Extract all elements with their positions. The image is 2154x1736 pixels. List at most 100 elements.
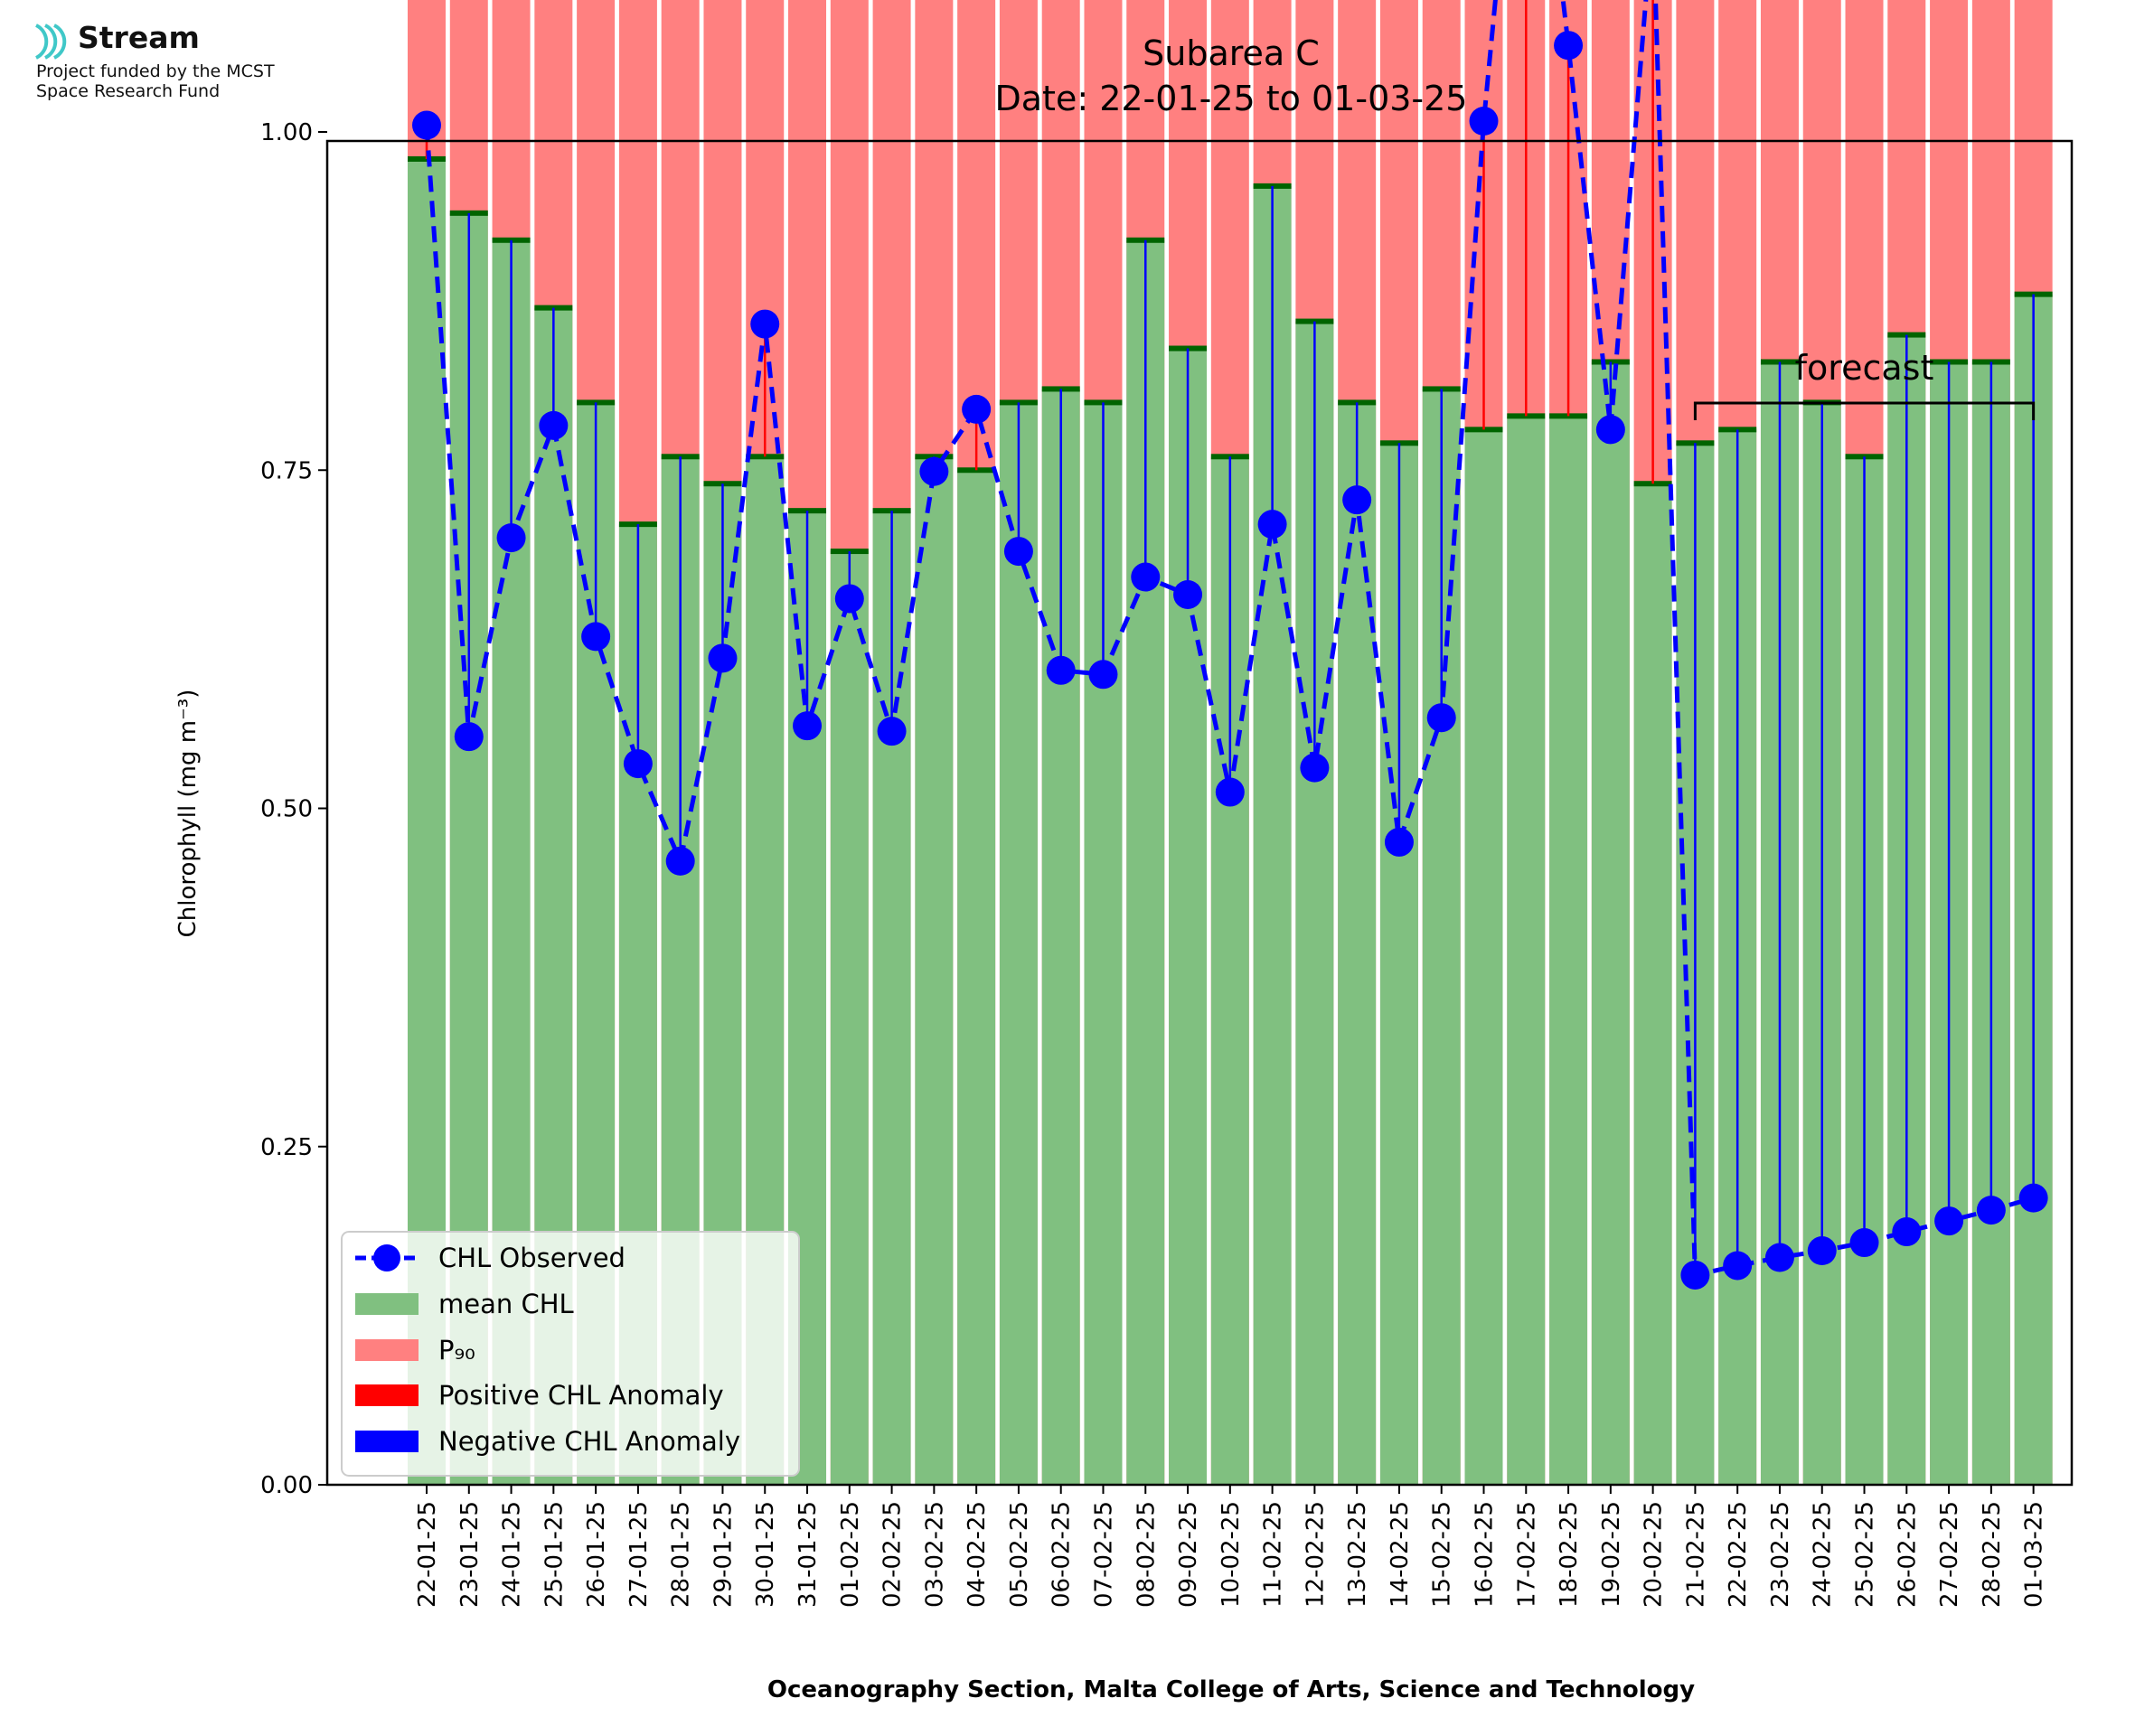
mean-chl-bar bbox=[1549, 416, 1588, 1485]
x-tick-label: 14-02-25 bbox=[1387, 1501, 1414, 1608]
x-tick-label: 06-02-25 bbox=[1049, 1501, 1076, 1608]
chl-observed-point bbox=[539, 410, 569, 440]
x-tick-label: 08-02-25 bbox=[1133, 1501, 1160, 1608]
axes-layer: 0.000.250.500.751.001.251.501.7522-01-25… bbox=[260, 119, 2048, 1608]
chl-observed-point bbox=[919, 456, 949, 486]
plot-frame bbox=[325, 139, 2074, 1487]
chart-title: Subarea C bbox=[1143, 33, 1320, 73]
chl-observed-point bbox=[708, 643, 738, 673]
mean-chl-bar bbox=[957, 470, 996, 1485]
legend-label: P₉₀ bbox=[438, 1335, 475, 1365]
y-tick-label: 0.25 bbox=[260, 1134, 313, 1161]
x-tick-label: 02-02-25 bbox=[879, 1501, 907, 1608]
chl-observed-point bbox=[1849, 1228, 1879, 1258]
x-tick-label: 21-02-25 bbox=[1682, 1501, 1709, 1608]
chl-observed-point bbox=[1046, 655, 1076, 685]
y-tick-label: 0.75 bbox=[260, 457, 313, 484]
chl-observed-point bbox=[834, 584, 864, 614]
y-tick-label: 0.50 bbox=[260, 796, 313, 823]
chl-observed-point bbox=[1173, 579, 1203, 609]
chl-observed-point bbox=[1723, 1251, 1753, 1281]
x-tick-label: 05-02-25 bbox=[1006, 1501, 1033, 1608]
chart-subtitle: Date: 22-01-25 to 01-03-25 bbox=[995, 79, 1468, 118]
legend-label: CHL Observed bbox=[438, 1243, 626, 1273]
stream-logo-icon bbox=[35, 23, 67, 60]
legend: CHL Observed mean CHL P₉₀ Positive CHL Anom… bbox=[341, 1231, 800, 1477]
x-tick-label: 23-02-25 bbox=[1767, 1501, 1794, 1608]
x-tick-label: 16-02-25 bbox=[1472, 1501, 1499, 1608]
chl-observed-point bbox=[1342, 485, 1372, 515]
x-tick-label: 19-02-25 bbox=[1598, 1501, 1625, 1608]
x-tick-label: 15-02-25 bbox=[1429, 1501, 1456, 1608]
mean-chl-bar bbox=[999, 402, 1038, 1485]
chl-observed-point bbox=[1300, 753, 1330, 783]
forecast-label: forecast bbox=[1795, 348, 1934, 388]
mean-chl-bar bbox=[1591, 361, 1630, 1485]
x-tick-label: 10-02-25 bbox=[1218, 1501, 1245, 1608]
x-tick-label: 24-02-25 bbox=[1810, 1501, 1837, 1608]
chl-observed-point bbox=[793, 711, 823, 741]
chl-observed-point bbox=[1469, 107, 1499, 136]
logo-name: Stream bbox=[78, 20, 200, 55]
mean-chl-bar bbox=[1338, 402, 1377, 1485]
legend-label: Negative CHL Anomaly bbox=[438, 1426, 740, 1457]
chl-observed-point bbox=[1595, 415, 1625, 445]
mean-chl-bar bbox=[915, 456, 954, 1485]
x-tick-label: 11-02-25 bbox=[1260, 1501, 1287, 1608]
x-tick-label: 22-02-25 bbox=[1725, 1501, 1752, 1608]
x-tick-label: 18-02-25 bbox=[1556, 1501, 1583, 1608]
legend-swatch-positive bbox=[355, 1384, 419, 1406]
x-axis-label: Oceanography Section, Malta College of A… bbox=[767, 1676, 1695, 1703]
chl-observed-point bbox=[1892, 1217, 1922, 1247]
y-tick-label: 1.00 bbox=[260, 119, 313, 146]
x-tick-label: 01-02-25 bbox=[837, 1501, 864, 1608]
x-tick-label: 01-03-25 bbox=[2021, 1501, 2048, 1608]
chl-observed-point bbox=[1554, 31, 1584, 61]
chl-observed-point bbox=[1131, 562, 1161, 592]
x-tick-label: 25-01-25 bbox=[541, 1501, 568, 1608]
legend-box bbox=[341, 1231, 800, 1477]
chl-observed-point bbox=[1807, 1236, 1837, 1266]
x-tick-label: 30-01-25 bbox=[752, 1501, 779, 1608]
chl-observed-point bbox=[1764, 1243, 1794, 1272]
legend-swatch-observed bbox=[373, 1244, 400, 1272]
chl-observed-point bbox=[877, 717, 907, 746]
x-tick-label: 28-01-25 bbox=[668, 1501, 695, 1608]
y-axis-label: Chlorophyll (mg m⁻³) bbox=[174, 690, 202, 938]
x-tick-label: 09-02-25 bbox=[1175, 1501, 1202, 1608]
chl-observed-point bbox=[962, 394, 992, 424]
x-tick-label: 13-02-25 bbox=[1344, 1501, 1371, 1608]
x-tick-label: 25-02-25 bbox=[1852, 1501, 1879, 1608]
x-tick-label: 22-01-25 bbox=[414, 1501, 441, 1608]
chl-observed-point bbox=[623, 749, 653, 779]
x-tick-label: 12-02-25 bbox=[1302, 1501, 1329, 1608]
chl-observed-point bbox=[1384, 827, 1414, 857]
chl-observed-point bbox=[665, 846, 695, 876]
chl-observed-point bbox=[750, 309, 780, 339]
legend-swatch-mean bbox=[355, 1293, 419, 1315]
mean-chl-bar bbox=[1633, 483, 1672, 1485]
chl-observed-point bbox=[1934, 1206, 1964, 1236]
forecast-bracket bbox=[1693, 401, 2036, 420]
legend-label: mean CHL bbox=[438, 1289, 574, 1319]
x-tick-label: 23-01-25 bbox=[456, 1501, 484, 1608]
mean-chl-bar bbox=[1507, 416, 1546, 1485]
mean-chl-bar bbox=[830, 551, 869, 1485]
chl-observed-point bbox=[2018, 1183, 2048, 1213]
x-tick-label: 04-02-25 bbox=[964, 1501, 991, 1608]
mean-chl-bar bbox=[1464, 429, 1503, 1486]
x-tick-label: 20-02-25 bbox=[1641, 1501, 1668, 1608]
chl-observed-point bbox=[412, 110, 441, 140]
chl-observed-point bbox=[1426, 703, 1456, 733]
chl-observed-point bbox=[496, 523, 526, 553]
x-tick-label: 03-02-25 bbox=[921, 1501, 948, 1608]
chl-observed-point bbox=[1088, 660, 1118, 690]
chl-observed-point bbox=[1680, 1260, 1710, 1290]
x-tick-label: 24-01-25 bbox=[499, 1501, 526, 1608]
x-tick-label: 26-02-25 bbox=[1894, 1501, 1921, 1608]
x-tick-label: 27-01-25 bbox=[626, 1501, 653, 1608]
chl-observed-point bbox=[581, 622, 611, 652]
x-tick-label: 27-02-25 bbox=[1936, 1501, 1963, 1608]
legend-swatch-p90 bbox=[355, 1339, 419, 1361]
